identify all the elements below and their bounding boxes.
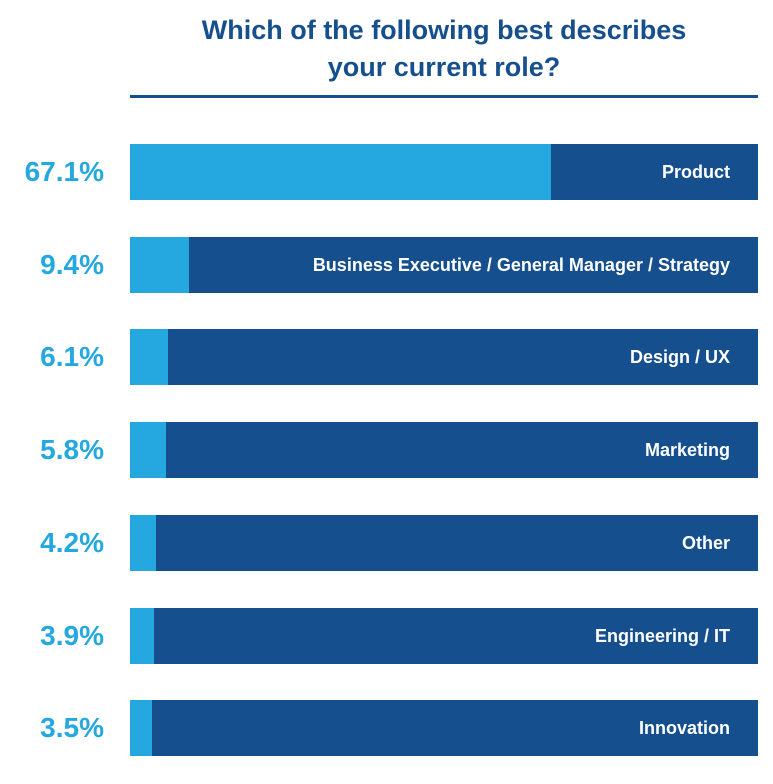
bar-value-label: 67.1% [24, 156, 104, 187]
bar-fill [130, 144, 552, 200]
bar-value-label: 3.5% [40, 712, 104, 743]
chart-title: Which of the following best describes yo… [130, 12, 758, 86]
title-divider [130, 95, 758, 98]
bar-track: Marketing [130, 422, 758, 478]
bar-fill [130, 329, 169, 385]
bar-category-label: Engineering / IT [594, 626, 730, 646]
bar-value-label: 3.9% [40, 620, 104, 651]
bar-category-label: Product [661, 162, 730, 182]
bar-category-label: Innovation [639, 718, 730, 738]
bar-value-label: 4.2% [40, 527, 104, 558]
bar-row: 9.4% Business Executive / General Manager… [0, 237, 773, 293]
bar-fill [130, 237, 190, 293]
bar-track: Innovation [130, 700, 758, 756]
bar-track: Other [130, 515, 758, 571]
bar-value-label: 5.8% [40, 434, 104, 465]
bar-fill [130, 700, 152, 756]
bar-value-label: 9.4% [40, 249, 104, 280]
bar-fill [130, 515, 157, 571]
bar-track: Design / UX [130, 329, 758, 385]
bar-row: 6.1% Design / UX [0, 329, 773, 385]
bar-track: Engineering / IT [130, 608, 758, 664]
bar-fill [130, 422, 167, 478]
bar-value-label: 6.1% [40, 341, 104, 372]
bar-track: Product [130, 144, 758, 200]
bar-row: 3.9% Engineering / IT [0, 608, 773, 664]
bar-track: Business Executive / General Manager / S… [130, 237, 758, 293]
bar-category-label: Business Executive / General Manager / S… [312, 255, 730, 275]
bar-row: 5.8% Marketing [0, 422, 773, 478]
chart-title-line-1: Which of the following best describes [201, 15, 687, 45]
bar-category-label: Design / UX [629, 347, 730, 367]
bar-fill [130, 608, 155, 664]
bar-category-label: Marketing [644, 440, 730, 460]
bar-row: 4.2% Other [0, 515, 773, 571]
bar-row: 67.1% Product [0, 144, 773, 200]
bar-category-label: Other [681, 533, 730, 553]
chart-title-line-2: your current role? [327, 52, 561, 82]
bar-row: 3.5% Innovation [0, 700, 773, 756]
